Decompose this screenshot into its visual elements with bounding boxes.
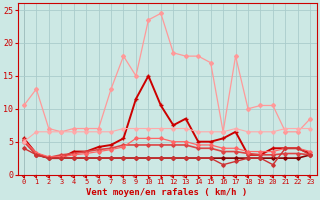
X-axis label: Vent moyen/en rafales ( km/h ): Vent moyen/en rafales ( km/h ): [86, 188, 248, 197]
